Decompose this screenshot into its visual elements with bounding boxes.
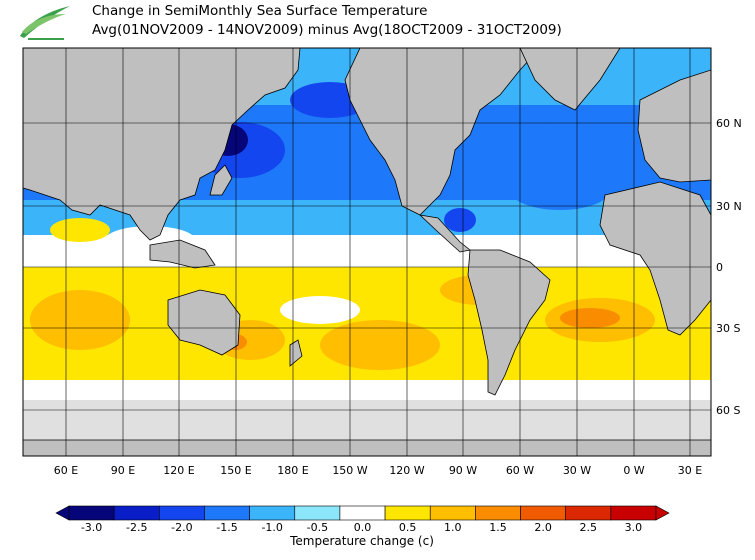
lon-label: 90 E: [110, 464, 136, 477]
colorbar-swatch: [339, 505, 386, 521]
colorbar-swatch: [68, 505, 115, 521]
japan-land: [209, 164, 233, 196]
antarctica-land: [23, 439, 711, 456]
colorbar-swatch: [384, 505, 431, 521]
colorbar-title: Temperature change (c): [290, 534, 434, 548]
eurasia-land: [23, 48, 301, 241]
lat-label-60s: 60 S: [716, 404, 741, 417]
colorbar-swatch: [204, 505, 250, 521]
colorbar-swatch: [113, 505, 160, 521]
colorbar-swatch: [429, 505, 476, 521]
lon-label: 120 W: [389, 464, 425, 477]
lat-label-30s: 30 S: [716, 322, 741, 335]
australia-land: [167, 289, 241, 356]
lat-label-60n: 60 N: [716, 117, 742, 130]
colorbar-swatch: [475, 505, 521, 521]
map-frame: [22, 47, 712, 457]
colorbar-right-arrow: [655, 505, 670, 521]
map-grid: [23, 48, 711, 456]
lat-label-0: 0: [716, 261, 723, 274]
colorbar-swatch: [159, 505, 205, 521]
colorbar-tick-label: 3.0: [624, 521, 643, 534]
north-america-land: [344, 48, 541, 216]
africa-land: [599, 181, 711, 336]
colorbar-swatch: [294, 505, 341, 521]
colorbar-tick-label: 1.0: [444, 521, 462, 534]
colorbar-tick-label: -0.5: [306, 521, 329, 534]
leaf-logo-icon: [20, 6, 70, 40]
greenland-land: [519, 48, 621, 111]
sst-change-map: [22, 47, 712, 457]
colorbar-tick-label: 0.5: [398, 521, 417, 534]
chart-title: Change in SemiMonthly Sea Surface Temper…: [92, 3, 428, 19]
colorbar-swatch: [520, 505, 566, 521]
lat-label-30n: 30 N: [716, 200, 742, 213]
colorbar-swatch: [565, 505, 612, 521]
lon-label: 90 W: [448, 464, 478, 477]
colorbar-left-arrow: [55, 505, 70, 521]
colorbar-tick-label: -2.5: [125, 521, 148, 534]
colorbar-tick-label: 0.0: [353, 521, 372, 534]
lon-label: 60 W: [505, 464, 535, 477]
colorbar-tick-label: -2.0: [171, 521, 193, 534]
lon-label: 150 E: [220, 464, 252, 477]
lon-label: 150 W: [332, 464, 368, 477]
colorbar-swatch: [249, 505, 296, 521]
se-asia-islands: [149, 239, 216, 269]
colorbar-tick-label: -1.0: [261, 521, 283, 534]
europe-land: [637, 69, 711, 183]
colorbar-tick-label: 2.0: [534, 521, 552, 534]
lon-label: 30 E: [677, 464, 703, 477]
colorbar-tick-label: -3.0: [80, 521, 103, 534]
colorbar-tick-label: 1.5: [489, 521, 507, 534]
colorbar-tick-label: -1.5: [216, 521, 238, 534]
lon-label: 120 E: [163, 464, 195, 477]
lon-label: 0 W: [623, 464, 645, 477]
lon-label: 60 E: [53, 464, 79, 477]
south-america-land: [467, 249, 551, 396]
chart-subtitle: Avg(01NOV2009 - 14NOV2009) minus Avg(18O…: [92, 22, 562, 38]
colorbar-tick-label: 2.5: [579, 521, 598, 534]
lon-label: 30 W: [562, 464, 592, 477]
colorbar-swatch: [610, 505, 657, 521]
lon-label: 180 E: [277, 464, 309, 477]
